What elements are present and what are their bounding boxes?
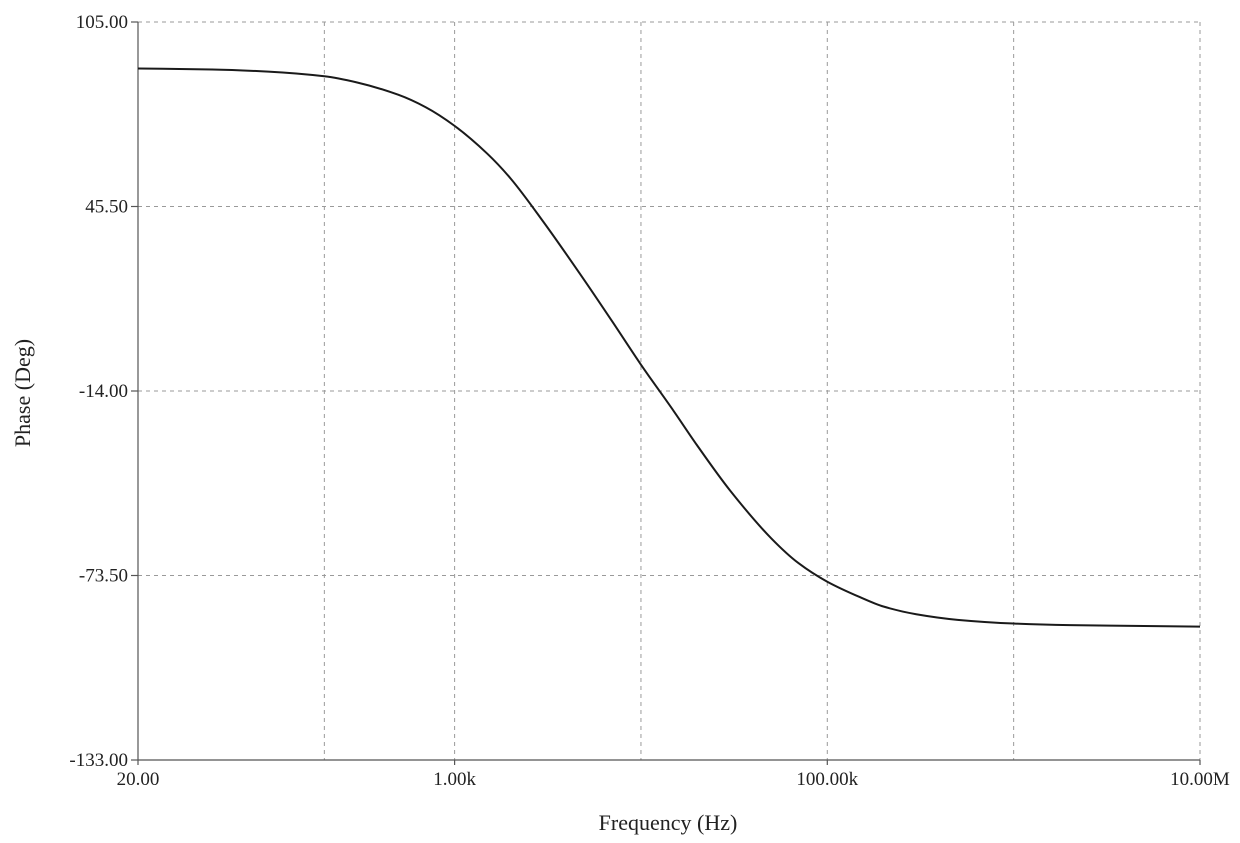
x-tick-label-3: 10.00M <box>1170 769 1230 790</box>
y-axis-label: Phase (Deg) <box>10 339 35 447</box>
x-tick-label-2: 100.00k <box>796 769 858 790</box>
axes <box>131 21 1201 765</box>
x-axis-label: Frequency (Hz) <box>599 810 738 835</box>
phase-curve-0 <box>137 67 1201 628</box>
y-tick-label-0: 105.00 <box>76 12 128 33</box>
y-tick-label-4: -133.00 <box>69 750 128 771</box>
x-tick-label-0: 20.00 <box>117 769 160 790</box>
y-tick-label-2: -14.00 <box>79 381 128 402</box>
series-layer <box>137 67 1201 628</box>
y-tick-label-1: 45.50 <box>85 197 128 218</box>
grid-lines <box>138 21 1201 760</box>
x-tick-label-1: 1.00k <box>433 769 476 790</box>
y-tick-label-3: -73.50 <box>79 566 128 587</box>
